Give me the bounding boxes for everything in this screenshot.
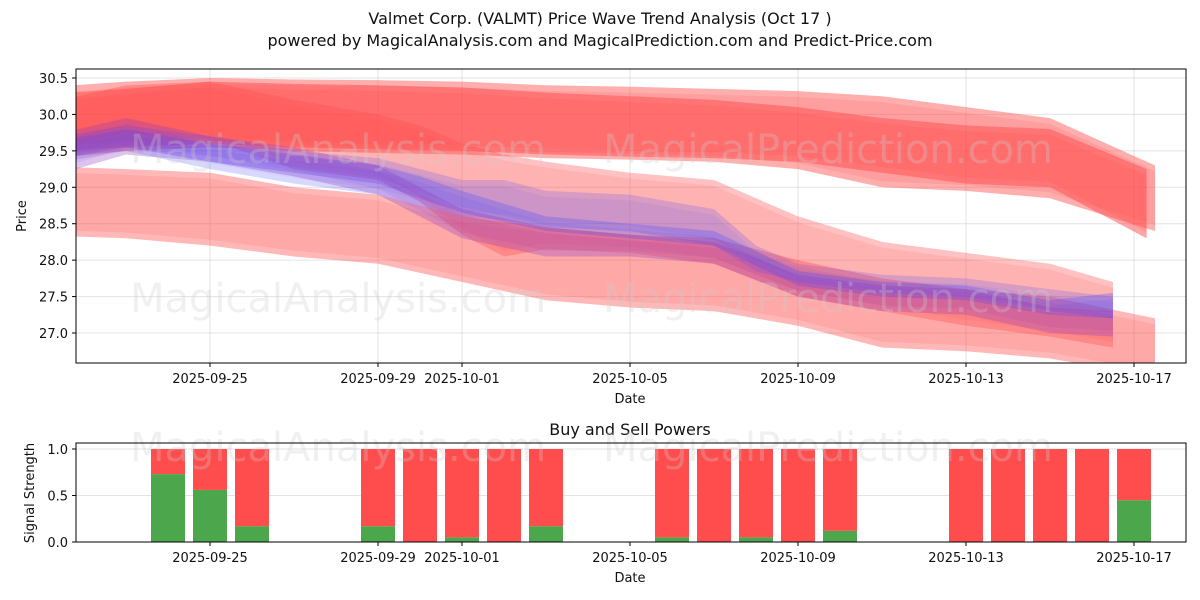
- y-tick-label: 29.0: [39, 181, 68, 196]
- y-tick-label: 28.0: [39, 254, 68, 269]
- sell-bar: [697, 449, 731, 542]
- y-tick-label: 30.5: [39, 72, 68, 87]
- price-y-ticks: 27.0 27.5 28.0 28.5 29.0 29.5 30.0 30.5: [39, 72, 76, 342]
- signal-x-ticks: 2025-09-25 2025-09-29 2025-10-01 2025-10-05…: [172, 542, 1172, 566]
- y-tick-label: 29.5: [39, 145, 68, 160]
- y-tick-label: 0.5: [47, 490, 68, 505]
- signal-chart-title: Buy and Sell Powers: [549, 420, 711, 439]
- watermark-prediction: MagicalPrediction.com: [603, 127, 1053, 173]
- blue-band-outer-layer: [76, 131, 1113, 313]
- sell-bar: [361, 449, 395, 527]
- buy-bar: [235, 526, 269, 542]
- x-tick-label: 2025-10-01: [424, 551, 500, 566]
- sell-bar: [487, 449, 521, 542]
- x-tick-label: 2025-10-05: [592, 372, 668, 387]
- sell-bar: [1117, 449, 1151, 501]
- sell-bar: [781, 449, 815, 542]
- sell-bar: [823, 449, 857, 531]
- signal-y-ticks: 0.0 0.5 1.0: [47, 443, 76, 551]
- x-tick-label: 2025-10-05: [592, 551, 668, 566]
- mid-red-band-layer: [76, 87, 1113, 342]
- signal-axes-frame: [75, 442, 1187, 543]
- mid-red-band: [76, 81, 1113, 348]
- buy-bar: [529, 526, 563, 542]
- purple-band-layer: [76, 123, 1113, 331]
- x-tick-label: 2025-10-13: [928, 551, 1004, 566]
- buy-bar: [823, 530, 857, 542]
- sell-bar: [193, 449, 227, 490]
- x-tick-label: 2025-10-13: [928, 372, 1004, 387]
- x-tick-label: 2025-09-25: [172, 372, 248, 387]
- upper-red-band-2-layer: [76, 87, 1147, 233]
- x-tick-label: 2025-10-01: [424, 372, 500, 387]
- chart-title: Valmet Corp. (VALMT) Price Wave Trend An…: [368, 9, 832, 28]
- watermark-prediction: MagicalPrediction.com: [603, 425, 1053, 471]
- sell-bar: [235, 449, 269, 527]
- upper-red-band-2: [76, 81, 1147, 239]
- signal-y-label: Signal Strength: [23, 443, 38, 543]
- sell-bar: [1033, 449, 1067, 542]
- signal-bars: [151, 449, 1151, 542]
- sell-bar: [739, 449, 773, 538]
- watermark-analysis: MagicalAnalysis.com: [130, 276, 546, 322]
- buy-bar: [193, 489, 227, 542]
- x-tick-label: 2025-09-25: [172, 551, 248, 566]
- watermark-analysis: MagicalAnalysis.com: [130, 127, 546, 173]
- blue-band-inner: [76, 129, 1113, 319]
- sell-bar: [529, 449, 563, 527]
- price-axes-frame: [75, 68, 1187, 364]
- y-tick-label: 27.0: [39, 327, 68, 342]
- buy-bar: [1117, 500, 1151, 542]
- x-tick-label: 2025-10-17: [1096, 372, 1172, 387]
- buy-bar: [151, 474, 185, 542]
- lower-red-band: [76, 167, 1155, 363]
- buy-bar: [445, 537, 479, 542]
- purple-band: [76, 118, 1113, 337]
- signal-x-label: Date: [614, 571, 645, 586]
- price-x-ticks: 2025-09-25 2025-09-29 2025-10-01 2025-10-05…: [172, 363, 1172, 387]
- blue-band-outer: [76, 125, 1113, 319]
- sell-bar: [991, 449, 1025, 542]
- x-tick-label: 2025-09-29: [340, 551, 416, 566]
- buy-bar: [361, 526, 395, 542]
- watermark-prediction: MagicalPrediction.com: [603, 276, 1053, 322]
- y-tick-label: 0.0: [47, 536, 68, 551]
- y-tick-label: 28.5: [39, 218, 68, 233]
- buy-bar: [739, 537, 773, 542]
- price-y-label: Price: [15, 200, 30, 232]
- price-watermarks: MagicalAnalysis.com MagicalPrediction.co…: [130, 127, 1053, 322]
- sell-bar: [403, 449, 437, 542]
- y-tick-label: 30.0: [39, 108, 68, 123]
- sell-bar: [949, 449, 983, 542]
- watermark-analysis: MagicalAnalysis.com: [130, 425, 546, 471]
- sell-bar: [445, 449, 479, 538]
- sell-bar: [151, 449, 185, 475]
- signal-watermarks: MagicalAnalysis.com MagicalPrediction.co…: [130, 425, 1053, 471]
- x-tick-label: 2025-10-09: [760, 372, 836, 387]
- chart-subtitle: powered by MagicalAnalysis.com and Magic…: [267, 31, 933, 50]
- x-tick-label: 2025-09-29: [340, 372, 416, 387]
- x-tick-label: 2025-10-17: [1096, 551, 1172, 566]
- sell-bar: [655, 449, 689, 538]
- y-tick-label: 27.5: [39, 291, 68, 306]
- sell-bar: [1075, 449, 1109, 542]
- lower-red-band-layer: [76, 173, 1155, 363]
- buy-bar: [655, 537, 689, 542]
- price-x-label: Date: [614, 392, 645, 407]
- x-tick-label: 2025-10-09: [760, 551, 836, 566]
- y-tick-label: 1.0: [47, 443, 68, 458]
- price-bands: [76, 78, 1155, 363]
